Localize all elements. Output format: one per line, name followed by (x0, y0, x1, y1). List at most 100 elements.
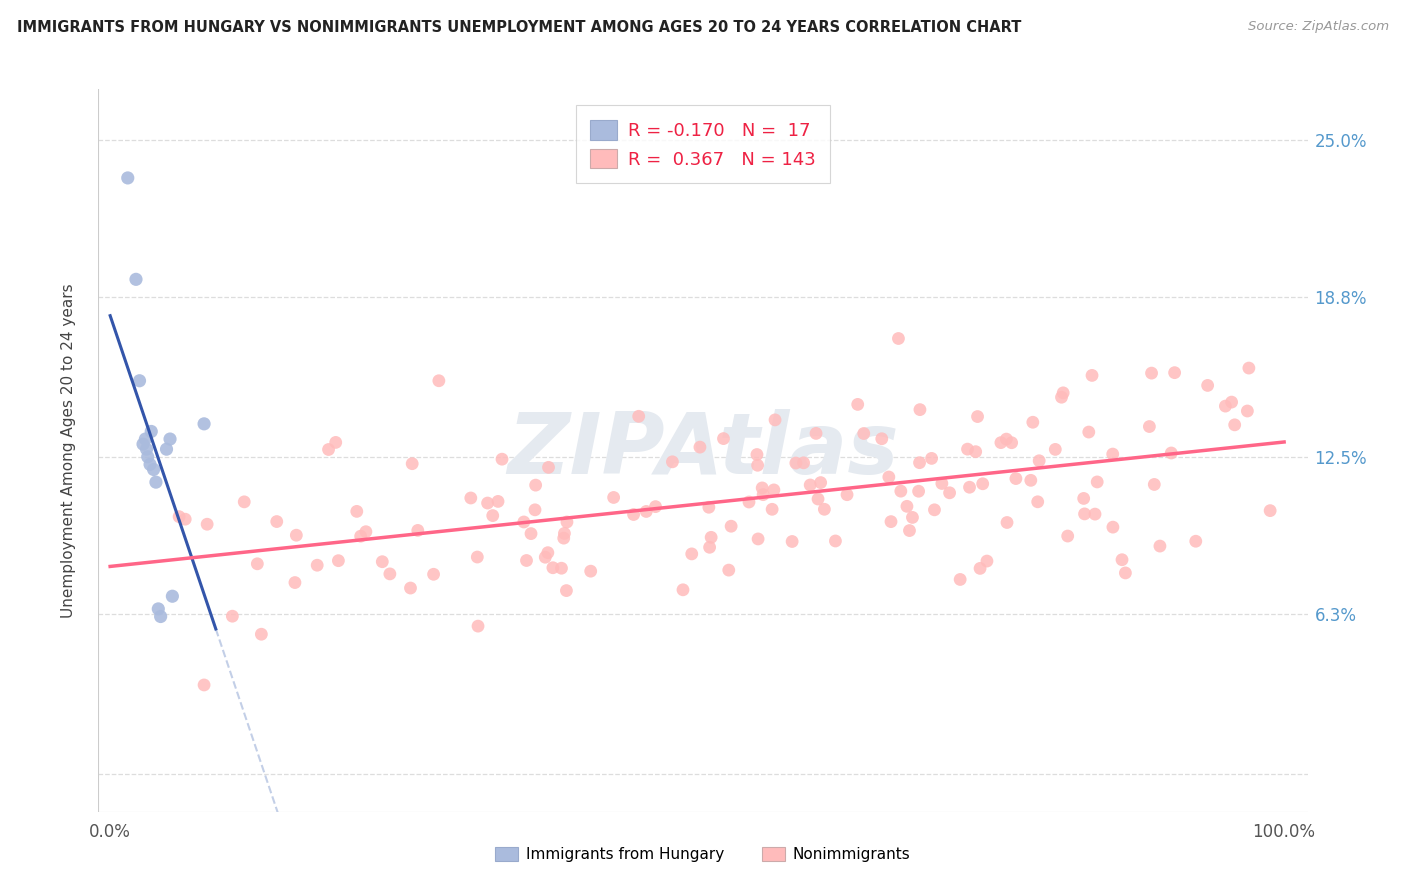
Point (515, 553, 537, 567)
Point (763, 413, 786, 427)
Point (162, 589, 184, 603)
Point (887, 331, 910, 345)
Point (745, 448, 768, 462)
Point (1223, 417, 1246, 432)
Point (486, 494, 509, 508)
Point (250, 627, 273, 641)
Point (221, 609, 243, 624)
Point (477, 496, 499, 510)
Point (747, 458, 769, 473)
Point (908, 456, 931, 470)
Point (966, 409, 988, 424)
Point (136, 450, 159, 464)
Point (553, 531, 575, 545)
Point (541, 560, 564, 574)
Point (117, 170, 139, 185)
Point (661, 455, 683, 469)
Point (713, 432, 735, 446)
Point (697, 500, 720, 515)
Point (125, 272, 148, 286)
Point (155, 442, 177, 457)
Point (602, 491, 624, 505)
Point (898, 524, 921, 538)
Point (780, 534, 803, 549)
Point (835, 488, 858, 502)
Point (346, 504, 368, 518)
Point (793, 456, 815, 470)
Point (378, 566, 401, 581)
Point (959, 480, 981, 494)
Point (1073, 491, 1095, 506)
Point (460, 491, 482, 505)
Point (738, 495, 761, 509)
Point (537, 546, 560, 560)
Point (1163, 366, 1185, 380)
Point (813, 502, 835, 516)
Point (901, 510, 924, 524)
Point (524, 503, 547, 517)
Point (1022, 415, 1045, 429)
Point (1085, 475, 1108, 489)
Point (880, 515, 903, 529)
Point (1236, 404, 1258, 418)
Point (751, 481, 773, 495)
Point (1237, 361, 1260, 376)
Point (672, 582, 695, 597)
Point (1111, 552, 1133, 566)
Point (318, 442, 340, 457)
Point (246, 557, 269, 571)
Point (149, 609, 172, 624)
Point (550, 561, 572, 575)
Point (328, 554, 350, 568)
Point (799, 478, 821, 492)
Point (1215, 399, 1237, 413)
Point (135, 442, 157, 457)
Point (1143, 477, 1166, 491)
Point (908, 402, 931, 417)
Point (1005, 472, 1028, 486)
Point (159, 432, 181, 446)
Point (877, 470, 900, 484)
Point (354, 524, 377, 539)
Point (307, 558, 329, 573)
Point (266, 515, 288, 529)
Point (145, 475, 167, 490)
Point (995, 432, 1018, 446)
Point (852, 426, 875, 441)
Point (752, 488, 775, 502)
Point (520, 526, 543, 541)
Legend: Immigrants from Hungary, Nonimmigrants: Immigrants from Hungary, Nonimmigrants (489, 840, 917, 868)
Point (1081, 368, 1104, 383)
Point (371, 555, 394, 569)
Point (553, 526, 575, 541)
Point (139, 458, 162, 472)
Point (465, 549, 488, 564)
Point (422, 567, 444, 582)
Point (785, 456, 807, 470)
Point (195, 517, 218, 532)
Point (233, 495, 256, 509)
Point (924, 503, 946, 517)
Point (491, 452, 513, 467)
Point (534, 550, 557, 565)
Text: ZIPAtlas: ZIPAtlas (508, 409, 898, 492)
Point (931, 476, 953, 491)
Point (128, 374, 150, 388)
Point (747, 532, 769, 546)
Point (132, 437, 155, 451)
Point (579, 564, 602, 578)
Point (761, 502, 783, 516)
Point (762, 483, 785, 497)
Point (956, 442, 979, 457)
Point (1102, 520, 1125, 534)
Point (846, 397, 869, 411)
Text: Source: ZipAtlas.com: Source: ZipAtlas.com (1249, 20, 1389, 33)
Point (285, 528, 308, 542)
Point (427, 374, 450, 388)
Point (890, 484, 912, 499)
Point (537, 460, 560, 475)
Point (1019, 473, 1042, 487)
Point (965, 444, 987, 458)
Point (699, 541, 721, 555)
Point (689, 440, 711, 454)
